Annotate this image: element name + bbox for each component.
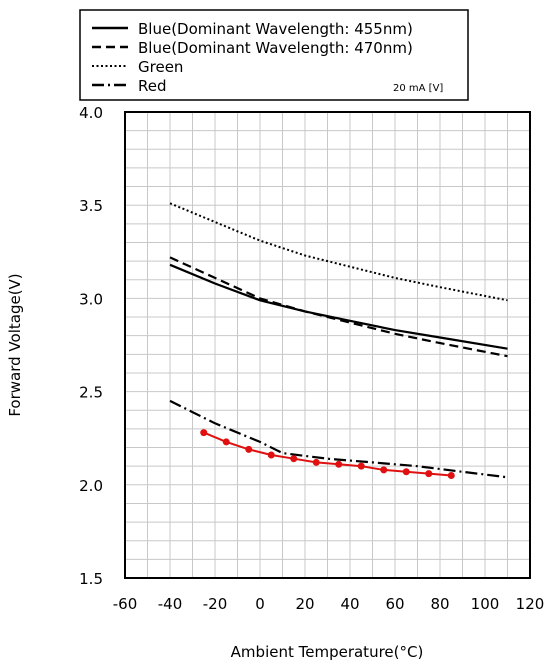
x-axis-label: Ambient Temperature(°C): [231, 643, 424, 661]
x-tick-label: -20: [203, 595, 228, 613]
x-tick-label: 20: [295, 595, 314, 613]
data-point-red-measured: [357, 462, 365, 470]
data-point-red-measured: [222, 438, 230, 446]
x-tick-label: -60: [113, 595, 138, 613]
series-line-3: [169, 399, 508, 479]
legend-label-blue-455: Blue(Dominant Wavelength: 455nm): [138, 20, 413, 38]
y-tick-label: 3.0: [79, 290, 103, 308]
x-tick-labels: -60 -40 -20 0 20 40 60 80 100 120: [113, 595, 545, 613]
legend-label-blue-470: Blue(Dominant Wavelength: 470nm): [138, 39, 413, 57]
series-layer: [169, 202, 508, 479]
data-point-red-measured: [447, 471, 455, 479]
y-tick-label: 2.0: [79, 477, 103, 495]
data-point-red-measured: [380, 466, 388, 474]
data-point-red-measured: [335, 460, 343, 468]
legend-label-red: Red: [138, 77, 167, 95]
x-tick-label: 120: [516, 595, 545, 613]
x-tick-label: 60: [385, 595, 404, 613]
data-point-red-measured: [402, 468, 410, 476]
data-point-red-measured: [245, 445, 253, 453]
y-tick-label: 1.5: [79, 570, 103, 588]
data-point-red-measured: [267, 451, 275, 459]
series-line-2: [169, 202, 508, 302]
y-tick-label: 3.5: [79, 197, 103, 215]
y-axis-label: Forward Voltage(V): [6, 273, 24, 416]
legend: Blue(Dominant Wavelength: 455nm) Blue(Do…: [79, 9, 469, 101]
y-tick-label: 2.5: [79, 384, 103, 402]
x-tick-label: 0: [255, 595, 265, 613]
plot-area: [124, 111, 531, 579]
data-point-red-measured: [312, 458, 320, 466]
legend-note: 20 mA [V]: [393, 83, 443, 94]
y-tick-label: 4.0: [79, 104, 103, 122]
x-tick-label: 40: [340, 595, 359, 613]
series-line-1: [169, 256, 508, 358]
data-point-red-measured: [290, 455, 298, 463]
series-line-red-measured: [203, 431, 452, 477]
legend-label-green: Green: [138, 58, 183, 76]
x-tick-label: 100: [471, 595, 500, 613]
x-tick-label: -40: [158, 595, 183, 613]
x-tick-label: 80: [430, 595, 449, 613]
data-point-red-measured: [425, 470, 433, 478]
grid: [125, 112, 530, 578]
y-tick-labels: 1.5 2.0 2.5 3.0 3.5 4.0: [79, 104, 103, 588]
plot-border: [124, 111, 531, 579]
data-point-red-measured: [200, 429, 208, 437]
legend-box: [79, 9, 469, 101]
